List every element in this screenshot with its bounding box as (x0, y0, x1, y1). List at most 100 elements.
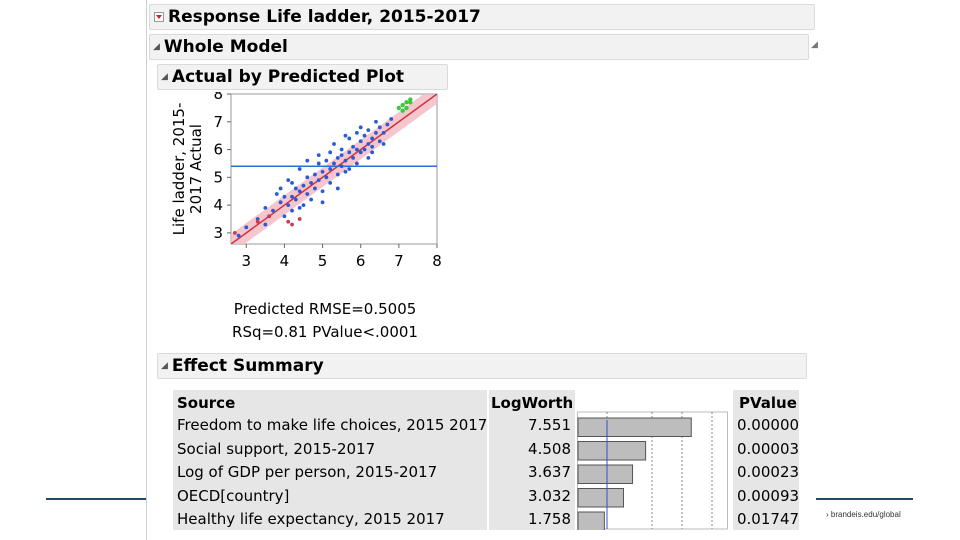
source-cell: Healthy life expectancy, 2015 2017 (177, 510, 445, 528)
data-point (347, 167, 352, 171)
data-point (335, 155, 340, 160)
whole-model-title: Whole Model (163, 37, 288, 57)
data-point (335, 172, 340, 177)
x-tick-label: 3 (241, 252, 251, 270)
data-point (324, 158, 329, 163)
effect-summary-outline-header[interactable]: ◢ Effect Summary (157, 353, 807, 379)
x-tick-label: 6 (356, 252, 366, 270)
data-point (335, 186, 340, 191)
footer-link-text: brandeis.edu/global (830, 510, 901, 519)
data-point (351, 155, 355, 160)
slide-divider-left (46, 498, 146, 500)
logworth-bar-chart (577, 411, 728, 530)
data-point (328, 180, 333, 185)
data-point (297, 167, 302, 171)
y-axis-label-line1: Life ladder, 2015- (171, 103, 188, 236)
data-point (339, 153, 344, 158)
logworth-bar (577, 511, 605, 530)
response-outline-header[interactable]: Response Life ladder, 2015-2017 (149, 4, 815, 30)
y-tick-label: 7 (213, 113, 223, 131)
source-cell: Social support, 2015-2017 (177, 439, 376, 458)
data-point (286, 178, 291, 183)
data-point (358, 125, 363, 130)
logworth-bar (577, 464, 634, 484)
logworth-cell: 3.032 (528, 486, 571, 505)
data-point (377, 125, 382, 130)
data-point (328, 167, 333, 171)
data-point-low (290, 222, 294, 227)
data-point (374, 130, 378, 135)
disclosure-triangle-icon[interactable]: ◢ (161, 361, 168, 371)
data-point (374, 119, 378, 124)
logworth-cell: 4.508 (528, 439, 571, 458)
data-point (370, 144, 375, 149)
response-title: Response Life ladder, 2015-2017 (168, 7, 481, 27)
data-point (370, 136, 375, 141)
source-cell: OECD[country] (177, 486, 290, 505)
logworth-column-bg (489, 390, 575, 530)
data-point (290, 194, 294, 199)
data-point (309, 197, 314, 202)
data-point (244, 225, 249, 230)
data-point (320, 169, 325, 174)
data-point (343, 158, 348, 163)
logworth-bar (577, 488, 624, 508)
y-tick-label: 6 (213, 141, 223, 159)
data-point (354, 161, 359, 166)
data-point (290, 180, 294, 185)
data-point (343, 169, 348, 174)
data-point (271, 208, 275, 213)
data-point (377, 139, 382, 144)
data-point (366, 128, 371, 133)
x-tick-label: 7 (394, 252, 404, 270)
whole-model-outline-header[interactable]: ◢ Whole Model (149, 34, 809, 60)
disclosure-triangle-icon[interactable]: ◢ (161, 72, 168, 82)
data-point (290, 208, 294, 213)
data-point (362, 147, 367, 152)
pvalue-cell: 0.00000 (737, 416, 800, 434)
data-point (339, 164, 344, 169)
data-point (274, 192, 279, 196)
red-triangle-menu-icon[interactable] (154, 12, 164, 22)
data-point (354, 130, 359, 135)
pvalue-cell: 0.01747 (737, 510, 800, 528)
data-point-low (297, 217, 302, 221)
logworth-cell: 3.637 (528, 463, 571, 481)
rmse-stat: Predicted RMSE=0.5005 (233, 300, 417, 318)
pvalue-header[interactable]: PValue (739, 394, 797, 412)
actual-by-predicted-outline-header[interactable]: ◢ Actual by Predicted Plot (157, 64, 448, 90)
logworth-header[interactable]: LogWorth (491, 394, 574, 412)
data-point (328, 150, 333, 155)
x-tick-label: 4 (280, 252, 290, 270)
data-point-high (400, 102, 405, 108)
data-point (332, 142, 336, 146)
footer-link[interactable]: › brandeis.edu/global (826, 510, 901, 519)
data-point (320, 200, 325, 205)
data-point (339, 147, 344, 152)
disclosure-triangle-icon[interactable]: ◢ (153, 42, 160, 52)
collapse-icon[interactable]: ◢ (811, 40, 818, 50)
logworth-cell: 1.758 (528, 510, 571, 528)
logworth-cell: 7.551 (528, 416, 571, 434)
data-point (316, 161, 321, 166)
y-tick-label: 3 (213, 224, 223, 242)
source-header[interactable]: Source (177, 394, 236, 412)
data-point (370, 150, 375, 155)
data-point (255, 217, 260, 221)
data-point (297, 189, 302, 194)
data-point (309, 180, 314, 185)
data-point (263, 205, 268, 210)
data-point (313, 172, 317, 177)
data-point (293, 186, 298, 191)
data-point-high (400, 108, 405, 113)
data-point (263, 222, 268, 227)
source-cell: Freedom to make life choices, 2015 2017 (177, 416, 488, 434)
x-tick-label: 8 (432, 252, 441, 270)
logworth-bar (577, 441, 647, 461)
data-point-low (267, 214, 272, 219)
data-point-low (255, 219, 260, 224)
data-point-high (404, 105, 409, 111)
y-tick-label: 8 (213, 92, 223, 103)
fit-line (231, 94, 437, 244)
data-point (343, 133, 348, 138)
